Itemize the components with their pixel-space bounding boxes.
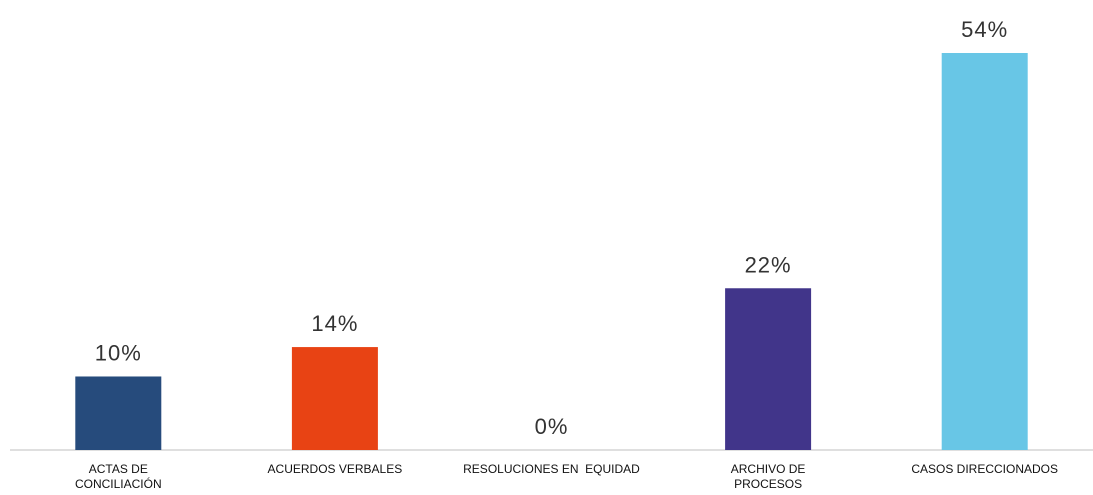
x-tick-label: RESOLUCIONES EN EQUIDAD <box>463 462 640 476</box>
value-label: 0% <box>535 414 569 439</box>
x-tick-label: CASOS DIRECCIONADOS <box>911 462 1059 476</box>
value-label: 10% <box>95 340 142 365</box>
value-label: 14% <box>311 311 358 336</box>
bar <box>725 288 812 450</box>
value-label: 22% <box>745 252 792 277</box>
x-tick-label: ACTAS DE CONCILIACIÓN <box>74 462 162 491</box>
bar <box>941 53 1028 450</box>
value-label: 54% <box>961 17 1008 42</box>
x-tick-label: ARCHIVO DE PROCESOS <box>730 462 809 491</box>
x-tick-label: ACUERDOS VERBALES <box>267 462 403 476</box>
bar <box>291 347 378 450</box>
bar <box>75 376 162 450</box>
